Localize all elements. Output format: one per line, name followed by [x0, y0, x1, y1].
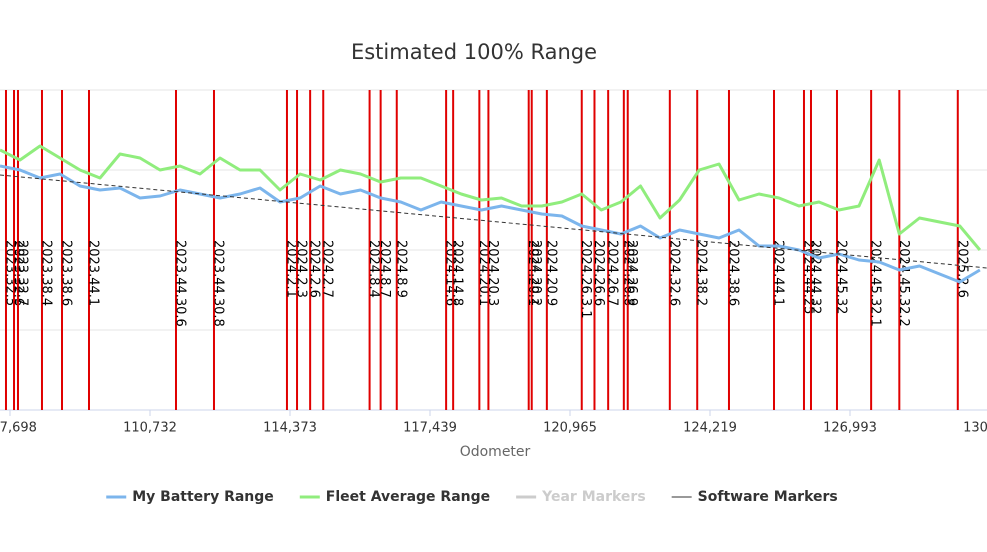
- series-line: [0, 144, 982, 251]
- software-marker-label: 2024.20.2: [528, 240, 543, 306]
- software-marker-label: 2023.32.7: [14, 240, 29, 306]
- legend-label: My Battery Range: [132, 489, 274, 505]
- software-marker-label: 2024.38.6: [725, 240, 740, 306]
- software-marker-label: 2023.44.1: [85, 240, 100, 306]
- software-marker-label: 2024.14.8: [450, 240, 465, 306]
- software-marker-label: 2024.26.7: [605, 240, 620, 306]
- x-axis-title: Odometer: [460, 444, 531, 460]
- software-marker-label: 2024.26.6: [591, 240, 606, 306]
- software-marker-label: 2023.44.30.6: [172, 240, 187, 327]
- x-tick-label: 110,732: [123, 421, 177, 436]
- software-marker-label: 2023.44.30.8: [210, 240, 225, 327]
- software-marker-label: 2024.2.7: [320, 240, 335, 298]
- legend-item[interactable]: Year Markers: [516, 489, 646, 505]
- legend-label: Software Markers: [698, 489, 838, 505]
- x-tick-label: 126,993: [823, 421, 877, 436]
- software-marker-label: 2024.8.9: [393, 240, 408, 298]
- legend: My Battery Range Fleet Average Range Year …: [106, 489, 838, 505]
- software-marker-label: 2024.8.4: [366, 240, 381, 298]
- x-tick-label: 130,087: [963, 421, 987, 436]
- series-line: [0, 164, 981, 284]
- software-marker-label: 2023.38.4: [38, 240, 53, 306]
- legend-item[interactable]: Fleet Average Range: [299, 489, 490, 505]
- software-marker-label: 2024.20.3: [485, 240, 500, 306]
- x-tick-label: 117,439: [403, 421, 457, 436]
- software-marker-label: 2024.20.1: [476, 240, 491, 306]
- x-tick-label: 107,698: [0, 421, 37, 436]
- software-marker-label: 2024.45.32.1: [868, 240, 883, 327]
- software-marker-label: 2024.8.7: [377, 240, 392, 298]
- software-marker-label: 2024.26.3.1: [578, 240, 593, 319]
- x-axis: 107,698 110,732 114,373 117,439 120,965 124,2…: [0, 410, 987, 436]
- software-marker-label: 2024.2.1: [283, 240, 298, 298]
- software-marker-label: 2024.32.6: [666, 240, 681, 306]
- software-marker-label: 2024.2.6: [307, 240, 322, 298]
- legend-item[interactable]: My Battery Range: [106, 489, 274, 505]
- software-marker-label: 2024.45.32: [833, 240, 848, 314]
- software-marker-label: 2025.2.6: [954, 240, 969, 298]
- x-tick-label: 114,373: [263, 421, 317, 436]
- software-marker-label: 2024.2.3: [294, 240, 309, 298]
- legend-label: Year Markers: [541, 489, 646, 505]
- software-marker-label: 2024.38.2: [694, 240, 709, 306]
- plot-area: 2023.32.52023.32.62023.32.72023.38.42023…: [0, 90, 987, 410]
- x-tick-label: 120,965: [543, 421, 597, 436]
- chart-title: Estimated 100% Range: [351, 40, 597, 64]
- legend-item[interactable]: Software Markers: [671, 489, 838, 505]
- software-marker-label: 2024.44.1: [770, 240, 785, 306]
- software-marker-label: 2024.20.9: [543, 240, 558, 306]
- legend-label: Fleet Average Range: [326, 489, 490, 505]
- software-marker-label: 2024.45.32.2: [896, 240, 911, 327]
- software-marker-label: 2024.26.9: [624, 240, 639, 306]
- software-marker-label: 2023.38.6: [59, 240, 74, 306]
- x-tick-label: 124,219: [683, 421, 737, 436]
- series-line: [0, 174, 987, 269]
